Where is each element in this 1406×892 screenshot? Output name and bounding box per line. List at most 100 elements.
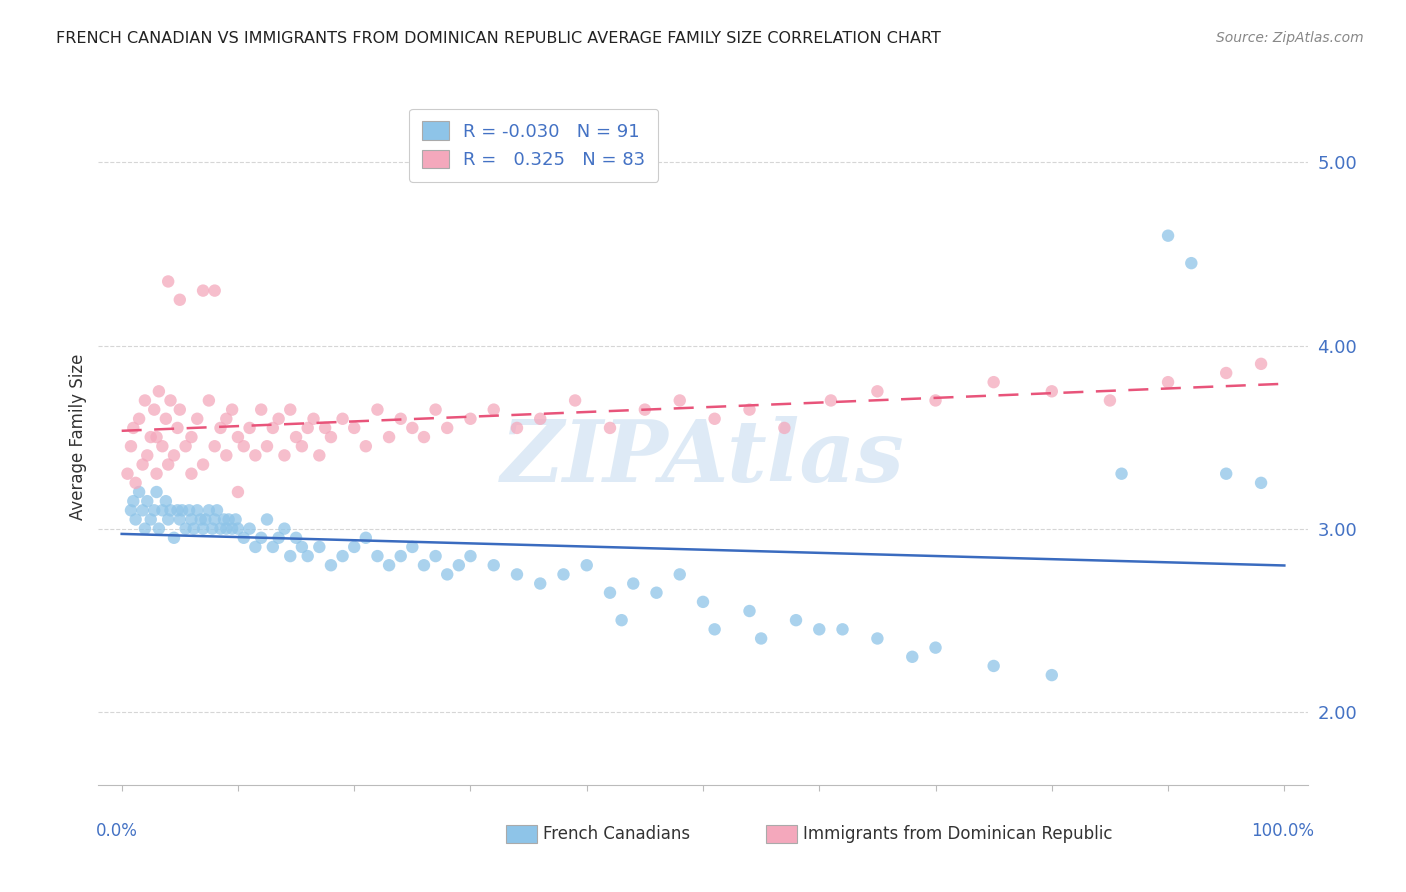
Point xyxy=(343,421,366,435)
Point xyxy=(166,421,188,435)
Point xyxy=(180,467,202,481)
Point xyxy=(366,402,388,417)
Text: 100.0%: 100.0% xyxy=(1251,822,1315,840)
Point xyxy=(174,439,197,453)
Point xyxy=(180,430,202,444)
Point xyxy=(773,421,796,435)
Point xyxy=(703,623,725,637)
Point xyxy=(221,522,243,536)
Point xyxy=(785,613,807,627)
Point xyxy=(183,522,205,536)
Point xyxy=(143,402,166,417)
Point xyxy=(1250,475,1272,490)
Point xyxy=(256,439,278,453)
Point xyxy=(221,402,243,417)
Point xyxy=(1040,668,1063,682)
Point xyxy=(124,512,146,526)
Point xyxy=(1098,393,1121,408)
Point xyxy=(564,393,586,408)
Point xyxy=(166,503,188,517)
Point xyxy=(297,421,319,435)
Point xyxy=(332,549,354,563)
Point xyxy=(668,393,690,408)
Point xyxy=(250,402,273,417)
Point xyxy=(343,540,366,554)
Point xyxy=(232,531,254,545)
Point xyxy=(378,558,401,573)
Point xyxy=(120,503,142,517)
Point xyxy=(218,512,240,526)
Point xyxy=(645,585,668,599)
Point xyxy=(172,503,194,517)
Point xyxy=(191,458,214,472)
Point xyxy=(215,411,238,425)
Point xyxy=(245,449,267,463)
Point xyxy=(134,393,156,408)
Point xyxy=(139,512,162,526)
Point xyxy=(308,540,330,554)
Point xyxy=(319,430,342,444)
Point xyxy=(599,421,621,435)
Point xyxy=(226,522,249,536)
Point xyxy=(198,393,221,408)
Point xyxy=(436,567,458,582)
Point xyxy=(150,439,173,453)
Point xyxy=(831,623,853,637)
Point xyxy=(262,540,284,554)
Point xyxy=(122,494,145,508)
Point xyxy=(924,393,946,408)
Legend: R = -0.030   N = 91, R =   0.325   N = 83: R = -0.030 N = 91, R = 0.325 N = 83 xyxy=(409,109,658,182)
Point xyxy=(332,411,354,425)
Point xyxy=(225,512,247,526)
Point xyxy=(157,512,180,526)
Point xyxy=(179,503,201,517)
Point xyxy=(389,411,412,425)
Point xyxy=(692,595,714,609)
Point xyxy=(226,430,249,444)
Point xyxy=(155,411,177,425)
Point xyxy=(447,558,470,573)
Point xyxy=(354,531,377,545)
Point xyxy=(460,549,482,563)
Point xyxy=(278,549,301,563)
Point xyxy=(128,411,150,425)
Point xyxy=(157,275,180,289)
Point xyxy=(529,411,551,425)
Point xyxy=(703,411,725,425)
Text: French Canadians: French Canadians xyxy=(543,825,690,843)
Point xyxy=(134,522,156,536)
Point xyxy=(808,623,831,637)
Point xyxy=(1215,467,1237,481)
Point xyxy=(169,293,191,307)
Point xyxy=(302,411,325,425)
Point xyxy=(256,512,278,526)
Point xyxy=(145,485,167,500)
Point xyxy=(190,512,212,526)
Point xyxy=(553,567,575,582)
Point xyxy=(194,512,217,526)
Point xyxy=(212,512,235,526)
Point xyxy=(389,549,412,563)
Point xyxy=(366,549,388,563)
Point xyxy=(866,384,889,399)
Point xyxy=(250,531,273,545)
Point xyxy=(314,421,336,435)
Point xyxy=(204,512,226,526)
Point xyxy=(143,503,166,517)
Point xyxy=(866,632,889,646)
Point xyxy=(180,512,202,526)
Point xyxy=(749,632,772,646)
Point xyxy=(425,549,447,563)
Point xyxy=(150,503,173,517)
Point xyxy=(128,485,150,500)
Point xyxy=(159,503,181,517)
Point xyxy=(575,558,598,573)
Point xyxy=(267,411,290,425)
Point xyxy=(319,558,342,573)
Point xyxy=(378,430,401,444)
Point xyxy=(136,449,159,463)
Point xyxy=(245,540,267,554)
Point xyxy=(169,402,191,417)
Point xyxy=(297,549,319,563)
Point xyxy=(262,421,284,435)
